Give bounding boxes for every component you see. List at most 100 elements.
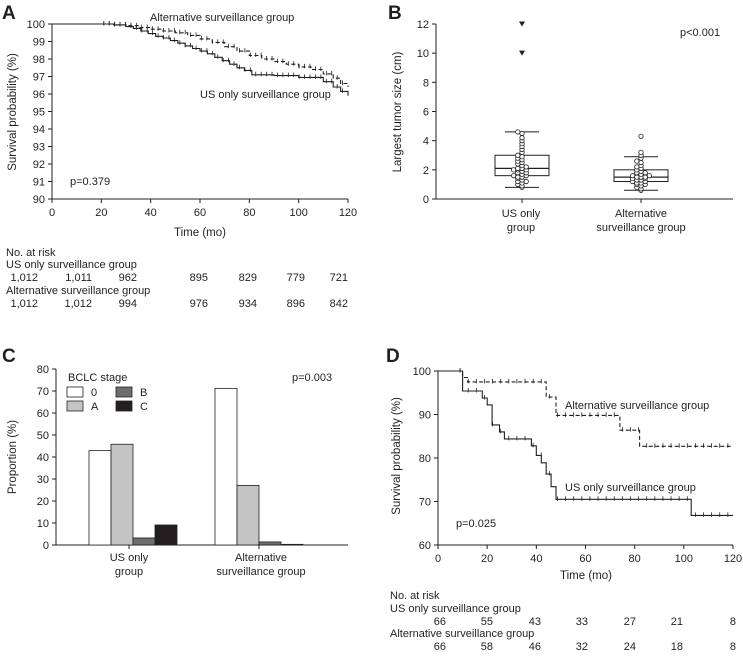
panel-d-x-axis-title: Time (mo) — [560, 570, 612, 582]
panel-d-risk-group-alternative: Alternative surveillance group — [390, 628, 534, 640]
panel-a-y-tick-label: 98 — [33, 54, 45, 66]
panel-a-risk-value-us-only: 1,011 — [65, 272, 92, 284]
panel-b-category-label-us-only-line1: US only — [502, 208, 541, 220]
panel-d-risk-group-us-only: US only surveillance group — [390, 603, 521, 615]
panel-d-x-tick-label: 0 — [435, 553, 441, 565]
panel-c-y-tick-label: 60 — [37, 408, 49, 420]
panel-c-y-tick-label: 0 — [43, 540, 49, 552]
panel-a-y-tick-label: 93 — [33, 142, 45, 154]
panel-b-data-point-us-only-group — [515, 165, 521, 171]
panel-c-bar-alternative-surveillance-group-stage-c — [280, 543, 304, 546]
panel-c-y-tick-label: 50 — [37, 430, 49, 442]
panel-b-data-point-alternative-surveillance-group — [638, 159, 644, 166]
panel-c-y-tick-label: 20 — [37, 496, 49, 508]
panel-b-letter: B — [388, 3, 402, 24]
panel-c-legend-swatch-0 — [66, 386, 84, 398]
panel-c-category-label-alternative-line2: surveillance group — [216, 566, 305, 578]
panel-d-annotation-us-only: US only surveillance group — [565, 482, 696, 494]
panel-a-x-axis-title: Time (mo) — [174, 227, 226, 239]
panel-b-data-point-alternative-surveillance-group — [634, 174, 640, 180]
panel-d-risk-title: No. at risk — [390, 590, 440, 602]
panel-c-legend-swatch-c — [115, 400, 133, 412]
panel-b-data-point-us-only-group — [510, 173, 517, 179]
panel-c-y-tick-label: 80 — [37, 364, 49, 376]
panel-d-risk-value-us-only: 33 — [576, 616, 588, 628]
panel-d-risk-value-us-only: 43 — [529, 616, 541, 628]
panel-d-risk-value-alternative: 58 — [481, 641, 493, 653]
panel-d-risk-row-us-only: 66 55 43 33 27 21 8 — [434, 616, 736, 628]
panel-b-data-point-alternative-surveillance-group — [642, 174, 648, 180]
panel-c-y-tick-label: 10 — [37, 518, 49, 530]
panel-b-y-tick-label: 10 — [417, 48, 429, 60]
panel-b: B 0 2 4 6 8 10 12 Largest tumor size (cm) p<0.… — [388, 3, 733, 234]
panel-b-outlier-marker-us-only-group — [519, 21, 525, 27]
panel-b-data-point-us-only-group — [519, 135, 525, 141]
panel-a-risk-value-alternative: 842 — [330, 298, 348, 310]
panel-d-risk-value-us-only: 21 — [671, 616, 683, 628]
panel-a-risk-value-alternative: 934 — [239, 298, 257, 310]
panel-a-risk-value-us-only: 829 — [239, 272, 257, 284]
panel-c-legend-label-0: 0 — [91, 387, 97, 399]
panel-b-data-point-alternative-surveillance-group — [646, 173, 653, 179]
panel-b-y-tick-label: 2 — [423, 165, 429, 177]
panel-a-y-tick-label: 91 — [33, 177, 45, 189]
panel-a-risk-value-alternative: 1,012 — [10, 298, 38, 310]
panel-d-risk-value-alternative: 24 — [624, 641, 636, 653]
panel-d-y-tick-label: 60 — [419, 540, 431, 552]
panel-b-y-tick-label: 0 — [423, 194, 429, 206]
panel-a-risk-value-us-only: 721 — [330, 272, 348, 284]
panel-a-risk-title: No. at risk — [6, 247, 56, 259]
panel-a-risk-table: No. at risk US only surveillance group 1… — [6, 247, 348, 310]
panel-c-bar-alternative-surveillance-group-stage-b — [258, 541, 282, 546]
panel-b-y-tick-label: 8 — [423, 77, 429, 89]
panel-c-legend-swatch-b — [115, 386, 133, 398]
panel-a-y-tick-label: 100 — [27, 19, 45, 31]
panel-b-data-point-us-only-group — [519, 130, 525, 136]
panel-a-annotation-us-only: US only surveillance group — [200, 89, 331, 101]
panel-a-risk-value-us-only: 779 — [287, 272, 305, 284]
panel-a-annotation-alternative: Alternative surveillance group — [150, 12, 294, 24]
panel-b-p-value: p<0.001 — [680, 27, 720, 39]
panel-c-category-label-us-only-line2: group — [115, 566, 143, 578]
panel-a-risk-group-alternative: Alternative surveillance group — [6, 285, 150, 297]
panel-d: D 0 20 40 60 80 100 120 60 70 80 90 100 Survival pr… — [386, 346, 742, 653]
panel-b-data-point-alternative-surveillance-group — [634, 164, 640, 170]
panel-d-risk-table: No. at risk US only surveillance group 6… — [390, 590, 736, 653]
panel-d-series-alternative-surveillance-group — [438, 370, 733, 447]
panel-c-bar-alternative-surveillance-group-stage-0 — [214, 387, 238, 546]
panel-d-risk-value-us-only: 8 — [730, 616, 736, 628]
panel-d-y-tick-label: 70 — [419, 497, 431, 509]
panel-a-risk-value-alternative: 1,012 — [64, 298, 92, 310]
panel-a-x-tick-label: 80 — [243, 207, 255, 219]
panel-a-risk-value-us-only: 895 — [190, 272, 208, 284]
panel-c-bar-us-only-group-stage-c — [154, 524, 178, 546]
panel-a-plot-area: 0 20 40 60 80 100 120 90 91 92 93 94 95 96 97 98 99 100 — [27, 19, 358, 219]
panel-c-bar-us-only-group-stage-0 — [88, 450, 112, 546]
panel-a-risk-row-us-only: 1,012 1,011 962 895 829 779 721 — [10, 272, 348, 284]
panel-d-letter: D — [386, 346, 400, 367]
panel-c-y-tick-label: 40 — [37, 452, 49, 464]
panel-d-x-tick-label: 120 — [724, 553, 742, 565]
panel-d-risk-value-alternative: 46 — [529, 641, 541, 653]
panel-b-data-point-us-only-group — [515, 129, 521, 135]
panel-b-data-point-us-only-group — [519, 154, 525, 160]
panel-c-bar-us-only-group-stage-a — [110, 443, 134, 546]
panel-b-data-point-alternative-surveillance-group — [638, 149, 644, 155]
panel-d-x-tick-label: 20 — [481, 553, 493, 565]
panel-c-category-label-us-only-line1: US only — [110, 552, 149, 564]
panel-b-plot-area: 0 2 4 6 8 10 12 — [417, 19, 733, 206]
panel-a-y-axis-title: Survival probability (%) — [7, 53, 19, 171]
panel-a-risk-value-us-only: 962 — [119, 272, 137, 284]
panel-a-x-tick-label: 0 — [49, 207, 55, 219]
panel-b-y-axis-title: Largest tumor size (cm) — [392, 51, 404, 172]
panel-c-legend-label-b: B — [140, 387, 147, 399]
panel-a-y-tick-label: 92 — [33, 159, 45, 171]
panel-a-x-tick-label: 120 — [339, 207, 357, 219]
panel-d-y-tick-label: 80 — [419, 453, 431, 465]
panel-b-data-point-us-only-group — [523, 178, 529, 185]
panel-a-risk-row-alternative: 1,012 1,012 994 976 934 896 842 — [10, 298, 348, 310]
panel-c-legend-title: BCLC stage — [68, 372, 127, 384]
panel-b-data-point-us-only-group — [510, 167, 517, 173]
panel-a-p-value: p=0.379 — [70, 176, 110, 188]
panel-b-data-point-us-only-group — [515, 174, 521, 180]
